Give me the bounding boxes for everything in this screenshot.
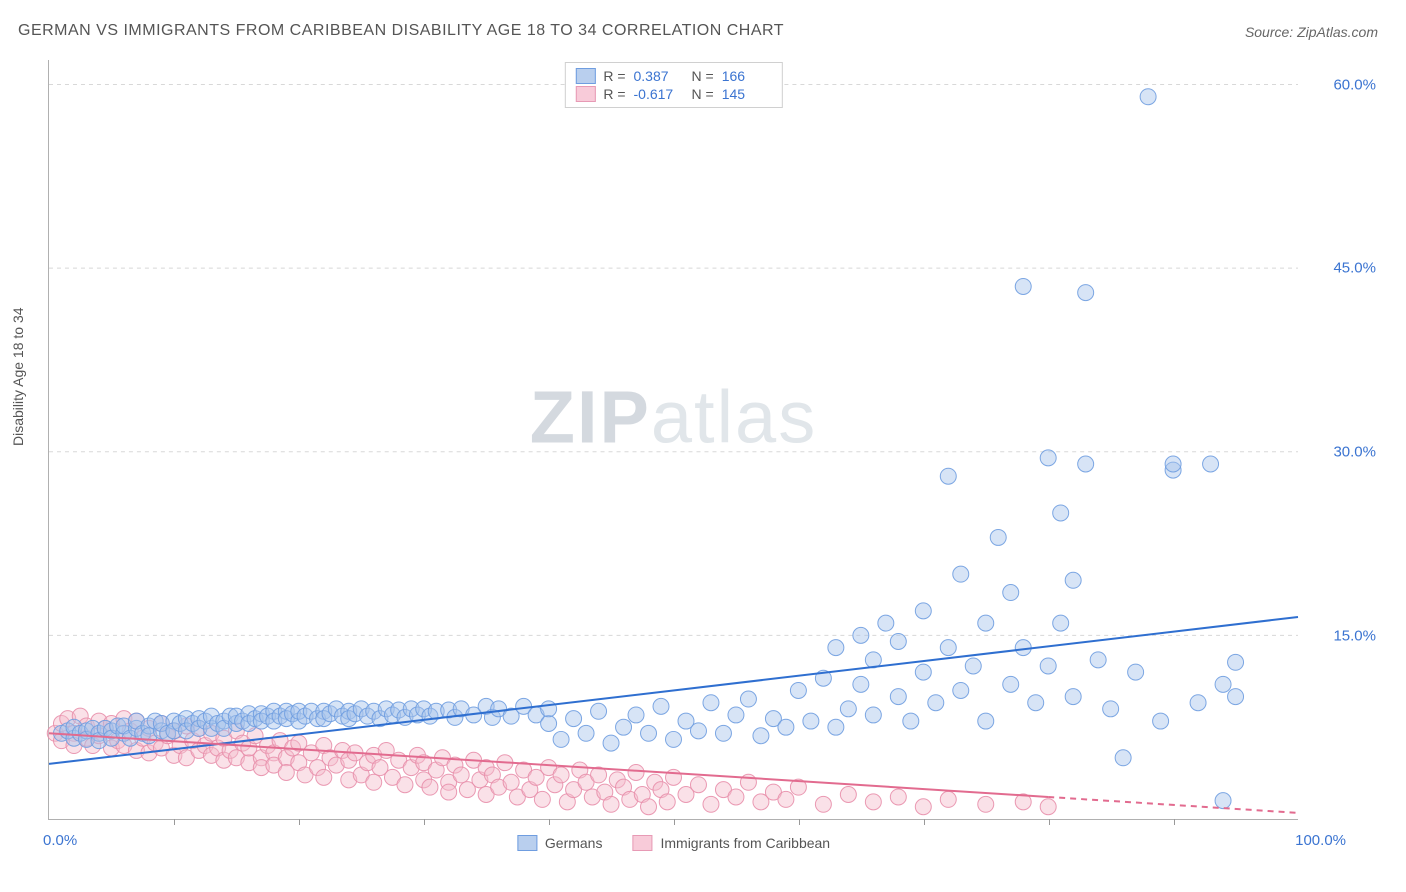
x-tick: [799, 819, 800, 825]
y-tick-label: 60.0%: [1333, 76, 1376, 93]
swatch-pink-icon: [575, 86, 595, 102]
y-tick-label: 45.0%: [1333, 260, 1376, 277]
stat-row-caribbean: R = -0.617 N = 145: [575, 85, 771, 103]
x-tick: [1049, 819, 1050, 825]
legend-label-caribbean: Immigrants from Caribbean: [660, 835, 830, 851]
swatch-blue-icon: [517, 835, 537, 851]
chart-svg: [49, 60, 1298, 819]
chart-title: GERMAN VS IMMIGRANTS FROM CARIBBEAN DISA…: [18, 22, 784, 40]
x-tick: [674, 819, 675, 825]
x-tick: [299, 819, 300, 825]
y-axis-label: Disability Age 18 to 34: [10, 307, 26, 446]
x-tick: [549, 819, 550, 825]
plot-area: ZIPatlas 15.0%30.0%45.0%60.0% 0.0% 100.0…: [48, 60, 1298, 820]
y-tick-label: 30.0%: [1333, 444, 1376, 461]
x-tick: [924, 819, 925, 825]
swatch-blue-icon: [575, 68, 595, 84]
swatch-pink-icon: [632, 835, 652, 851]
x-tick: [424, 819, 425, 825]
x-axis-min-label: 0.0%: [43, 832, 77, 849]
x-tick: [174, 819, 175, 825]
stat-row-germans: R = 0.387 N = 166: [575, 67, 771, 85]
x-axis-max-label: 100.0%: [1295, 832, 1346, 849]
legend-item-caribbean: Immigrants from Caribbean: [632, 835, 830, 851]
legend: Germans Immigrants from Caribbean: [517, 835, 830, 851]
legend-label-germans: Germans: [545, 835, 603, 851]
correlation-stat-box: R = 0.387 N = 166 R = -0.617 N = 145: [564, 62, 782, 108]
x-tick: [1174, 819, 1175, 825]
source-label: Source: ZipAtlas.com: [1245, 24, 1378, 40]
y-tick-label: 15.0%: [1333, 628, 1376, 645]
legend-item-germans: Germans: [517, 835, 603, 851]
